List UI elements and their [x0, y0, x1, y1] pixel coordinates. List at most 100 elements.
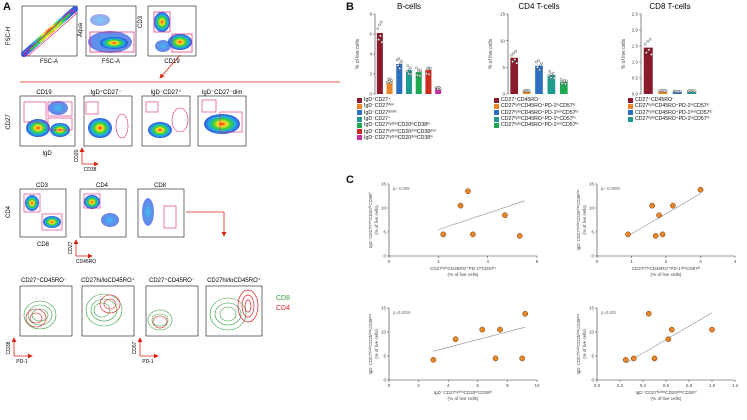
bar-chart-title: B-cells [397, 2, 421, 11]
x-axis-label: IgD⁻CD27ʰⁱ⁄ᵈⁱᵐCD20ᵈⁱᵐCD38ʰⁱ [635, 389, 696, 395]
legend-label: CD27⁺CD45RO⁻ [635, 97, 675, 104]
x-tick-label: 1 [630, 259, 633, 264]
legend-label: CD27ʰⁱ⁄ˡᵒCD45RO⁺PD-1ᵈⁱᵐCD57ˡᵒ [635, 109, 713, 116]
bar-point [408, 66, 412, 70]
legend-label: CD27ʰⁱ⁄ˡᵒCD45RO⁺PD-1ʰⁱCD57ˡᵒ [635, 103, 710, 110]
bar-point [537, 59, 540, 62]
legend-label: IgD⁻CD27ʰⁱ⁄ᵈⁱᵐCD20ᵈⁱᵐCD38ᵈⁱᵐ [364, 128, 436, 135]
r4-title-4: CD27hi/loCD45RO⁺ [207, 277, 261, 284]
scatter-plot-0: 0 2 4 6 0 5 10 15 p= 0.009 CD27ʰⁱ⁄ˡᵒCD45RO⁺PD-1ʰⁱ… [367, 182, 539, 277]
p1-ylabel: FSC-H [6, 27, 12, 45]
bar-point [406, 64, 410, 67]
bar-point [540, 61, 543, 65]
y-tick-label: 6 [369, 32, 372, 37]
r2-title-3: IgD⁻CD27⁺ [150, 89, 181, 96]
panel-a-flow-cytometry: FSC-H FSC-A Aqua FSC-A CD3 CD19 CD19 CD2… [6, 5, 340, 365]
scatter-plot-1: 0 1 2 3 4 0 5 10 15 p= 0.0009 CD27ʰⁱ⁄ˡᵒCD45RO⁺PD-1… [575, 182, 737, 277]
x-tick-label: 1.0 [709, 383, 716, 388]
row2-plots: CD19 CD27 IgD IgD⁺CD27⁻ IgD⁻CD27⁺ IgD⁻CD… [6, 89, 247, 173]
scatter-point [519, 355, 526, 362]
legend-label: IgD⁻CD27ʰⁱ⁄ᵈⁱᵐCD20ᵈⁱᵐCD38ʰⁱ [364, 134, 434, 141]
legend-item: IgD⁻CD27ʰⁱ⁄ᵈⁱᵐCD20ᵈⁱᵐCD38ʰⁱ [357, 135, 436, 141]
bar-chart-ylabel: % of live cells [621, 38, 627, 69]
bar [376, 33, 383, 94]
bar-point [400, 60, 403, 63]
legend-label: CD27ʰⁱ⁄ˡᵒCD45RO⁺PD-1ᵈⁱᵐCD57ʰⁱ [501, 122, 579, 129]
scatter-point [492, 355, 499, 362]
x-axis-label-unit: (% of live cells) [651, 396, 682, 401]
legend-swatch [494, 97, 499, 103]
legend-swatch [628, 97, 633, 103]
y-tick-label: 10 [381, 330, 387, 335]
r4-xlabel-3: PD-1 [142, 359, 154, 365]
scatter-point [502, 212, 508, 219]
bar-point [510, 53, 513, 57]
bar-point [438, 87, 442, 90]
x-tick-label: 0 [388, 383, 391, 388]
legend-item: IgD⁺CD27⁺ [357, 97, 436, 103]
legend-cd4: CD4 [276, 305, 290, 312]
r2-gate-xlabel: CD38 [84, 167, 97, 173]
y-axis-label-unit: (% of live cells) [374, 205, 379, 235]
scatter-point [440, 231, 447, 238]
x-axis-label-unit: (% of live cells) [651, 272, 682, 277]
legend-label: CD27ʰⁱ⁄ˡᵒCD45RO⁺PD-1ʰⁱCD57ʰⁱ [501, 116, 576, 123]
legend-swatch [494, 110, 499, 116]
r4-title-3: CD27⁺CD45RO⁻ [149, 277, 195, 284]
x-tick-label: 2 [665, 259, 668, 264]
bar-point [564, 82, 567, 86]
legend-cd8: CD8 [276, 295, 290, 302]
bar-chart-2: CD8 T-cells % of live cells 0.0 0.5 1.0 1.5 2.… [621, 2, 697, 97]
legend-item: CD27⁺CD45RO⁻ [494, 97, 578, 103]
trend-line [433, 326, 526, 352]
y-axis-label: IgD⁻CD27ʰⁱ⁄ᵈⁱᵐCD20ʰⁱCD38ʰⁱ [367, 192, 373, 248]
bar-point [389, 81, 393, 85]
y-tick-label: 1.5 [632, 44, 639, 49]
r4-ylabel-1: CD38 [6, 341, 12, 354]
scatter-point [659, 231, 666, 238]
y-tick-label: 0 [383, 254, 386, 259]
x-tick-label: 10 [534, 383, 540, 388]
bar-point [549, 76, 553, 79]
legend-swatch [357, 110, 362, 116]
bar-point [429, 66, 432, 70]
scatter-point [665, 336, 672, 343]
r2-gate-ylabel: CD20 [74, 149, 80, 162]
x-tick-label: 2 [417, 383, 420, 388]
bar-point [552, 76, 556, 80]
bar-point [378, 34, 382, 38]
legend-label: CD27ʰⁱ⁄ˡᵒCD45RO⁺PD-1ᵈⁱᵐCD57ˡᵒ [501, 109, 579, 116]
bar-point [396, 64, 400, 67]
y-tick-label: 15 [381, 182, 387, 187]
bar-point [565, 79, 568, 83]
legend-cd4: CD27⁺CD45RO⁻ CD27ʰⁱ⁄ˡᵒCD45RO⁺PD-1ʰⁱCD57ˡᵒ… [494, 97, 578, 128]
legend-swatch [357, 122, 362, 128]
y-tick-label: 5 [591, 354, 594, 359]
y-axis-label-unit: (% of live cells) [582, 205, 587, 235]
bar-point [405, 69, 409, 73]
bar-point [643, 42, 647, 46]
panel-label-a: A [3, 1, 11, 13]
y-tick-label: 2.5 [632, 12, 639, 17]
bar [386, 81, 393, 94]
legend-swatch [494, 122, 499, 128]
y-tick-label: 0 [502, 92, 505, 97]
bar-point [563, 79, 566, 82]
legend-label: CD27ʰⁱ⁄ˡᵒCD45RO⁺PD-1ʰⁱCD57ˡᵒ [501, 103, 576, 110]
x-axis-label: CD27ʰⁱ⁄ˡᵒCD45RO⁺PD-1ʰⁱCD57ˡᵒ [430, 265, 496, 271]
y-tick-label: 15 [589, 182, 595, 187]
legend-item: CD27ʰⁱ⁄ˡᵒCD45RO⁺PD-1ʰⁱCD57ˡᵒ [628, 103, 712, 109]
scatter-point [622, 356, 629, 363]
scatter-point [656, 212, 662, 219]
x-tick-label: 0.6 [663, 383, 670, 388]
y-tick-label: 10 [589, 330, 595, 335]
r3-gate-ylabel: CD27 [68, 241, 74, 254]
bar-point [416, 74, 419, 77]
bar [425, 70, 432, 94]
bar-point [388, 77, 392, 80]
scatter-point [457, 202, 464, 209]
bar-point [415, 66, 418, 70]
r2-title-1: CD19 [36, 90, 52, 96]
legend-swatch [628, 116, 633, 122]
